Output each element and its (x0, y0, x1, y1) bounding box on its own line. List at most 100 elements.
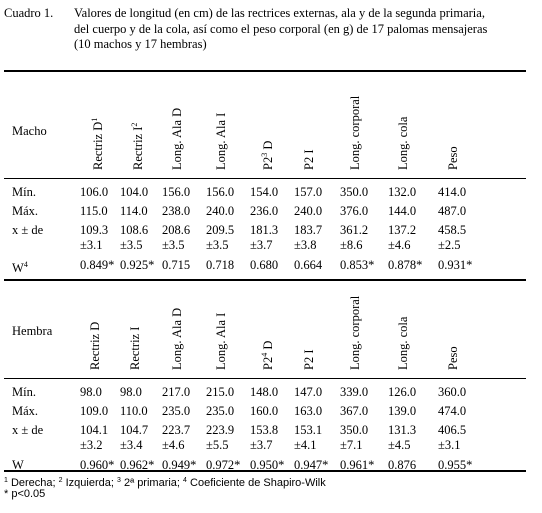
column-header-text: Rectriz D (88, 321, 102, 370)
table-cell: 236.0 (250, 204, 279, 218)
table-cell-sd: ±3.5 (206, 238, 229, 252)
table-cell: 0.876 (388, 458, 417, 472)
footnote-text: Derecha; (7, 477, 59, 489)
table-cell: 223.7 (162, 423, 191, 437)
column-header-text: P2 (261, 356, 275, 370)
row-label-text: x ± de (12, 423, 44, 437)
column-header: P23 D (258, 141, 275, 170)
row-label: Mín. (12, 185, 36, 199)
hembra-group-label: Hembra (12, 324, 53, 338)
table-cell: 132.0 (388, 185, 417, 199)
table-cell: 350.0 (340, 423, 369, 437)
row-label-text: W (12, 458, 24, 472)
section-divider-rule (4, 279, 526, 281)
column-header: P2 I (302, 150, 316, 171)
table-cell: 360.0 (438, 385, 467, 399)
column-header: Long. Ala D (170, 308, 184, 370)
column-header-text: Long. corporal (348, 295, 362, 370)
table-cell-sd: ±5.5 (206, 438, 229, 452)
caption-line: Valores de longitud (en cm) de las rectr… (74, 6, 485, 20)
table-cell: 406.5 (438, 423, 467, 437)
table-cell-sd: ±4.6 (388, 238, 411, 252)
row-label-sup: 4 (23, 260, 28, 269)
table-cell: 156.0 (162, 185, 191, 199)
caption-number: Cuadro 1. (4, 6, 54, 20)
table-cell: 0.972* (206, 458, 241, 472)
table-cell: 223.9 (206, 423, 235, 437)
column-header-suffix: D (261, 340, 275, 353)
table-cell: 0.947* (294, 458, 329, 472)
column-header-text: P2 (261, 156, 275, 170)
table-cell: 414.0 (438, 185, 467, 199)
table-cell: 126.0 (388, 385, 417, 399)
table-cell: 115.0 (80, 204, 108, 218)
table-cell-sd: ±3.4 (120, 438, 143, 452)
row-label: x ± de (12, 423, 43, 437)
table-cell: 157.0 (294, 185, 323, 199)
table-cell: 217.0 (162, 385, 191, 399)
footnote-significance: * p<0.05 (4, 488, 46, 500)
column-header-text: Rectriz I (131, 126, 145, 170)
column-header-sup: 2 (130, 122, 139, 127)
table-cell-sd: ±7.1 (340, 438, 363, 452)
macho-header-rule (4, 178, 526, 179)
bottom-rule (4, 470, 526, 472)
table-cell: 235.0 (206, 404, 235, 418)
table-cell: 0.715 (162, 258, 191, 272)
table-cell: 0.962* (120, 458, 155, 472)
table-cell: 0.878* (388, 258, 423, 272)
column-header: Rectriz D (88, 322, 102, 370)
footnote-text: 2ª primaria; (120, 477, 184, 489)
column-header-suffix: D (261, 140, 275, 153)
table-cell: 240.0 (294, 204, 323, 218)
row-label: x ± de (12, 223, 43, 237)
table-cell: 0.950* (250, 458, 285, 472)
table-cell: 114.0 (120, 204, 148, 218)
table-cell: 240.0 (206, 204, 235, 218)
column-header-text: Rectriz I (128, 326, 142, 370)
column-header: Long. cola (396, 117, 410, 170)
top-rule (4, 70, 526, 72)
table-cell: 181.3 (250, 223, 279, 237)
table-cell: 361.2 (340, 223, 369, 237)
column-header: P2 I (302, 350, 316, 371)
table-cell: 0.960* (80, 458, 115, 472)
row-label: Máx. (12, 204, 38, 218)
table-cell-sd: ±4.6 (162, 438, 185, 452)
table-cell-sd: ±3.8 (294, 238, 317, 252)
table-cell: 0.931* (438, 258, 473, 272)
footnote-abbreviations: 1 Derecha; 2 Izquierda; 3 2ª primaria; 4… (4, 474, 326, 490)
table-cell: 0.853* (340, 258, 375, 272)
row-label: Mín. (12, 385, 36, 399)
table-cell: 208.6 (162, 223, 191, 237)
caption-line: del cuerpo y de la cola, así como el pes… (74, 21, 488, 36)
row-label-text: Mín. (12, 185, 36, 199)
table-cell: 148.0 (250, 385, 279, 399)
table-cell: 0.680 (250, 258, 279, 272)
table-cell-sd: ±8.6 (340, 238, 363, 252)
column-header: Peso (446, 346, 460, 370)
column-header-text: P2 I (302, 149, 316, 171)
column-header: Rectriz I (128, 327, 142, 370)
table-cell-sd: ±3.2 (80, 438, 103, 452)
column-header-text: Long. Ala D (170, 107, 184, 170)
row-label: W4 (12, 258, 28, 275)
table-cell-sd: ±4.5 (388, 438, 411, 452)
table-cell: 474.0 (438, 404, 467, 418)
table-cell: 0.664 (294, 258, 323, 272)
column-header-text: Long. cola (396, 316, 410, 370)
table-cell: 156.0 (206, 185, 235, 199)
column-header-text: Rectriz D (91, 121, 105, 170)
table-cell: 109.3 (80, 223, 109, 237)
table-cell: 110.0 (120, 404, 148, 418)
footnote-text: Izquierda; (62, 477, 117, 489)
table-cell: 238.0 (162, 204, 191, 218)
column-header: Long. Ala I (214, 313, 228, 370)
column-header-sup: 4 (260, 352, 269, 357)
footnote-marker: 4 (183, 477, 187, 484)
table-cell: 98.0 (80, 385, 102, 399)
table-cell-sd: ±3.1 (80, 238, 103, 252)
table-cell: 376.0 (340, 204, 369, 218)
column-header-text: Peso (446, 346, 460, 370)
column-header: Rectriz D1 (88, 118, 105, 170)
